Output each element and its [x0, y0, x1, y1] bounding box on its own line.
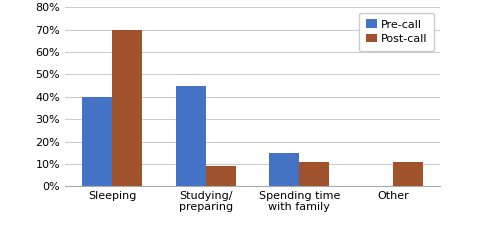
Bar — [270, 153, 300, 186]
Bar — [206, 166, 236, 186]
Legend: Pre-call, Post-call: Pre-call, Post-call — [359, 13, 434, 51]
Bar — [393, 162, 423, 186]
Bar — [176, 86, 206, 186]
Bar — [300, 162, 330, 186]
Bar — [112, 30, 142, 186]
Bar — [82, 97, 112, 186]
